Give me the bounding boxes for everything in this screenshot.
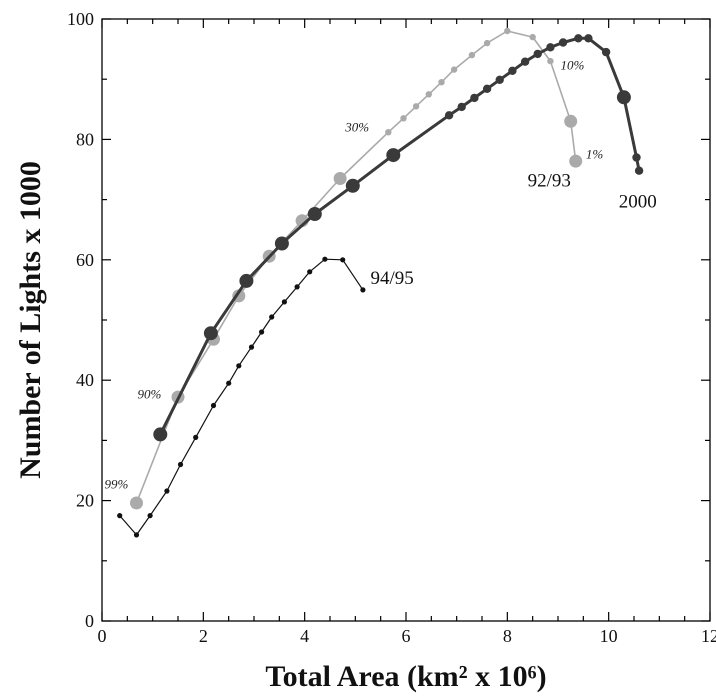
series-92-93	[130, 27, 583, 510]
data-point	[281, 299, 287, 305]
data-point	[529, 33, 536, 41]
data-point	[274, 236, 289, 251]
data-point	[533, 49, 542, 59]
data-point	[307, 207, 322, 221]
data-point	[307, 269, 313, 275]
percent-annotation: 30%	[344, 120, 369, 135]
data-point	[248, 344, 255, 350]
x-tick-label: 8	[503, 626, 512, 646]
data-point	[340, 257, 346, 263]
series-line	[119, 258, 364, 536]
data-point	[386, 148, 401, 163]
percent-annotation: 90%	[137, 386, 161, 401]
data-point	[508, 66, 517, 76]
data-point	[259, 329, 265, 335]
data-point	[482, 84, 492, 94]
data-point	[164, 488, 170, 494]
series-line	[158, 36, 641, 436]
x-tick-label: 4	[300, 626, 309, 646]
y-tick-label: 100	[67, 9, 94, 29]
data-point	[483, 39, 491, 47]
data-point	[210, 402, 217, 409]
y-tick-label: 40	[76, 370, 94, 390]
data-point	[193, 434, 199, 440]
data-point	[569, 154, 583, 168]
data-point	[457, 102, 466, 112]
tick-labels: 0 2 4 6 8 10 12 0 20 40 60 80 100	[67, 9, 716, 646]
data-point	[203, 326, 218, 341]
series-label: 94/95	[371, 268, 414, 289]
data-point	[294, 284, 300, 290]
data-point	[495, 75, 504, 85]
y-tick-label: 20	[76, 491, 94, 511]
data-point	[564, 114, 578, 128]
data-point	[546, 43, 555, 52]
y-axis-title: Number of Lights x 1000	[14, 161, 47, 479]
data-point	[601, 47, 611, 57]
data-point	[438, 79, 445, 86]
x-tick-label: 6	[402, 626, 411, 646]
data-point	[444, 111, 454, 120]
x-tick-label: 12	[701, 626, 716, 646]
data-point	[130, 496, 143, 510]
data-point	[360, 287, 366, 293]
series-label: 92/93	[528, 170, 571, 191]
data-point	[385, 129, 392, 136]
data-point	[345, 178, 360, 193]
x-tick-label: 0	[98, 626, 107, 646]
series-group	[117, 27, 644, 538]
axis-ticks	[101, 18, 711, 622]
data-point	[425, 91, 432, 98]
data-point	[147, 513, 153, 519]
data-point	[236, 363, 242, 369]
data-point	[400, 115, 407, 122]
series-94-95	[117, 256, 366, 538]
x-tick-label: 2	[199, 626, 208, 646]
data-point	[632, 153, 641, 162]
data-point	[470, 93, 479, 103]
y-tick-label: 0	[85, 611, 94, 631]
data-point	[584, 34, 593, 43]
data-point	[412, 103, 420, 110]
data-point	[133, 532, 140, 538]
data-point	[117, 513, 123, 519]
series-line	[135, 30, 577, 504]
series-label: 2000	[619, 191, 657, 212]
percent-annotation: 10%	[561, 58, 585, 73]
data-point	[520, 57, 530, 66]
data-point	[468, 51, 476, 59]
data-point	[153, 427, 168, 442]
data-point	[269, 314, 275, 320]
x-axis-title: Total Area (km² x 10⁶)	[265, 660, 546, 693]
data-point	[322, 256, 328, 262]
data-point	[504, 27, 511, 35]
x-tick-label: 10	[600, 626, 618, 646]
series-2000	[153, 34, 644, 442]
data-point	[450, 66, 458, 73]
percent-annotation: 1%	[586, 147, 604, 162]
data-point	[616, 90, 631, 105]
data-point	[177, 461, 184, 468]
data-point	[333, 172, 347, 185]
data-point	[558, 38, 568, 47]
percent-annotation: 99%	[105, 477, 129, 492]
data-point	[634, 166, 644, 175]
data-point	[574, 34, 583, 43]
annotations: 94/95 92/93 2000 99% 90% 30% 10% 1%	[105, 58, 657, 492]
plot-frame	[101, 18, 711, 622]
y-tick-label: 60	[76, 250, 94, 270]
data-point	[239, 273, 254, 288]
data-point	[226, 380, 232, 386]
data-point	[547, 57, 554, 65]
y-tick-label: 80	[76, 129, 94, 149]
